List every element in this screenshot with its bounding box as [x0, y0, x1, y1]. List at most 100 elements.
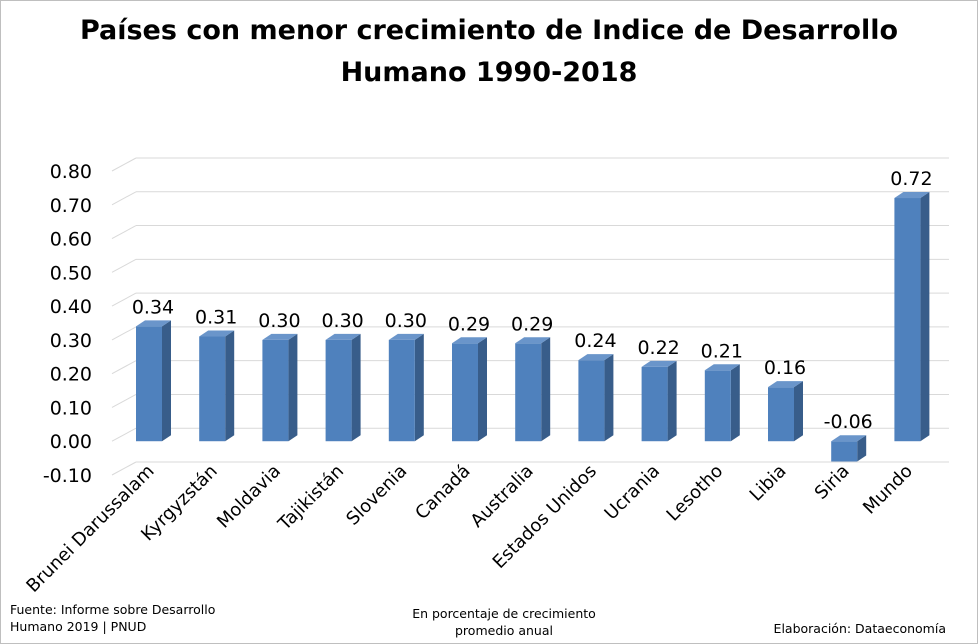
bar-top: [704, 364, 740, 371]
chart-title-line-2: Humano 1990-2018: [340, 57, 638, 88]
x-tick-label: Canadá: [411, 461, 474, 524]
data-label: 0.29: [511, 313, 553, 335]
bar-side: [857, 435, 867, 462]
y-tick-label: 0.50: [50, 262, 92, 284]
y-tick-label: -0.10: [43, 465, 92, 487]
bar-side: [478, 337, 487, 442]
gridline-depth: [111, 427, 137, 442]
gridline-depth: [111, 225, 137, 239]
bar-front: [704, 370, 731, 442]
data-label: 0.34: [132, 296, 174, 318]
bar-side: [288, 333, 298, 442]
bar: [641, 360, 677, 442]
x-tick-label: Tajikistán: [274, 461, 349, 536]
bar-front: [578, 360, 605, 442]
bar-front: [641, 366, 668, 442]
bar-top: [388, 333, 424, 340]
bar-side: [414, 333, 424, 442]
gridline-depth: [111, 326, 137, 341]
bar-top: [831, 435, 867, 442]
bar: [515, 337, 551, 442]
bar: [578, 354, 614, 442]
y-tick-label: 0.70: [50, 195, 92, 217]
gridline-depth: [111, 360, 137, 375]
y-tick-label: 0.30: [50, 330, 92, 352]
bar-side: [351, 333, 361, 442]
gridline-depth: [111, 461, 137, 476]
bars: 0.34 0.31 0.30 0.30 0.30 0.29 0.29 0.24 0.22 0.21…: [132, 168, 933, 462]
source-note-line-2: Humano 2019 | PNUD: [10, 619, 147, 634]
bar-top: [452, 337, 487, 344]
y-axis-ticks: -0.10 0.00 0.10 0.20 0.30 0.40 0.50 0.60 0.70 0.8…: [43, 161, 92, 487]
bar-side: [730, 364, 740, 442]
x-axis-categories: Brunei DarussalamKyrgyzstánMoldaviaTajik…: [22, 461, 916, 597]
gridline-depth: [111, 191, 137, 206]
bar-side: [225, 330, 235, 442]
bar-front: [325, 339, 352, 442]
bar-top: [199, 330, 235, 337]
data-label: 0.72: [890, 168, 932, 190]
data-label: 0.29: [448, 313, 490, 335]
bar-front: [515, 343, 542, 442]
y-tick-label: 0.00: [50, 431, 92, 453]
y-tick-label: 0.60: [50, 229, 92, 251]
data-label: 0.31: [195, 307, 237, 329]
data-label: 0.30: [258, 310, 300, 332]
bar-top: [136, 320, 171, 327]
bar-side: [541, 337, 551, 442]
data-label: 0.21: [701, 340, 743, 362]
bar: [388, 333, 424, 442]
x-tick-label: Ucrania: [601, 461, 665, 525]
x-tick-label: Mundo: [859, 461, 917, 519]
bar: [831, 435, 867, 462]
bar: [704, 364, 740, 442]
bar-front: [136, 326, 162, 442]
unit-note: En porcentaje de crecimiento promedio an…: [380, 605, 628, 639]
bar-top: [515, 337, 551, 344]
bar-front: [894, 198, 921, 442]
x-tick-label: Libia: [746, 461, 791, 506]
bar: [768, 381, 803, 442]
bar-top: [894, 192, 930, 199]
bar: [325, 333, 361, 442]
bar-top: [641, 360, 677, 367]
data-label: 0.16: [764, 357, 806, 379]
bar-top: [325, 333, 361, 340]
bar-side: [162, 320, 171, 442]
y-tick-label: 0.10: [50, 397, 92, 419]
data-label: -0.06: [824, 411, 873, 433]
gridline-depth: [111, 394, 137, 408]
y-tick-label: 0.20: [50, 364, 92, 386]
data-label: 0.24: [574, 330, 616, 352]
data-label: 0.30: [385, 310, 427, 332]
bar-side: [920, 192, 930, 442]
bar-front: [452, 343, 478, 442]
bar-front: [199, 336, 226, 442]
bar: [199, 330, 235, 442]
unit-note-line-1: En porcentaje de crecimiento: [412, 606, 596, 621]
data-label: 0.30: [321, 310, 363, 332]
gridline-depth: [111, 258, 137, 273]
y-tick-label: 0.40: [50, 296, 92, 318]
unit-note-line-2: promedio anual: [455, 623, 553, 638]
bar-front: [388, 339, 415, 442]
x-tick-label: Slovenia: [342, 461, 411, 530]
bar-front: [831, 441, 858, 462]
gridline-depth: [111, 292, 137, 307]
bar: [894, 192, 930, 442]
gridline-depth: [111, 157, 137, 172]
x-tick-label: Siria: [811, 461, 854, 504]
bar-front: [768, 387, 794, 442]
credit-note: Elaboración: Dataeconomía: [773, 621, 946, 636]
source-note: Fuente: Informe sobre Desarrollo Humano …: [10, 601, 260, 635]
data-label: 0.22: [637, 337, 679, 359]
x-tick-label: Lesotho: [663, 461, 728, 526]
x-tick-label: Moldavia: [213, 461, 285, 533]
bar-side: [667, 360, 677, 442]
bar-side: [604, 354, 614, 442]
bar-front: [262, 339, 289, 442]
bar-side: [794, 381, 803, 442]
bar: [452, 337, 487, 442]
bar-top: [262, 333, 298, 340]
